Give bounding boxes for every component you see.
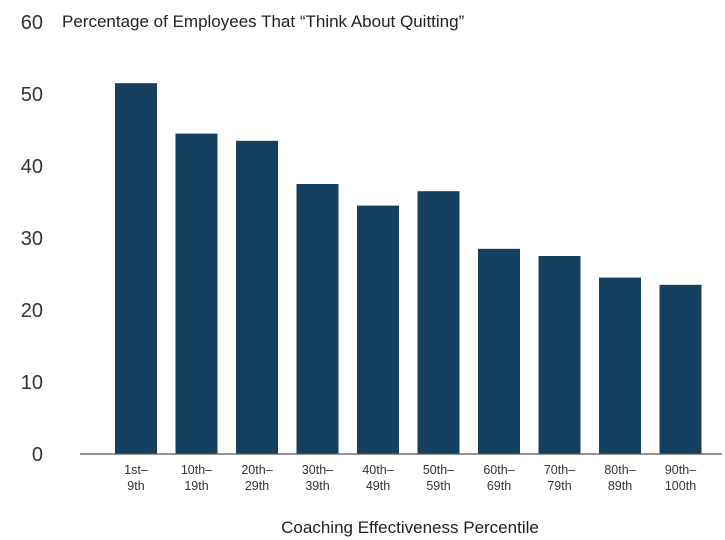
x-axis-label: Coaching Effectiveness Percentile	[281, 518, 539, 537]
x-tick-label: 39th	[305, 479, 329, 493]
bar	[236, 140, 278, 455]
x-tick-label: 60th–	[483, 463, 514, 477]
bar	[296, 184, 339, 454]
x-tick-label: 80th–	[604, 463, 635, 477]
bar	[538, 256, 581, 454]
x-tick-label: 40th–	[362, 463, 393, 477]
x-tick-label: 100th	[665, 479, 696, 493]
y-tick-label: 40	[21, 156, 43, 178]
x-tick-label: 49th	[366, 479, 390, 493]
x-axis-ticks: 1st– 9th 10th– 19th 20th– 29th 30th– 39th 40th– 4…	[124, 463, 696, 493]
y-tick-label: 10	[21, 372, 43, 394]
bars	[115, 83, 702, 455]
bar	[659, 284, 702, 454]
x-tick-label: 29th	[245, 479, 269, 493]
x-tick-label: 69th	[487, 479, 511, 493]
x-tick-label: 90th–	[665, 463, 696, 477]
bar	[417, 191, 460, 454]
x-tick-label: 70th–	[544, 463, 575, 477]
y-tick-label: 0	[32, 444, 43, 466]
x-tick-label: 59th	[426, 479, 450, 493]
bar	[175, 133, 218, 454]
bar	[357, 205, 399, 454]
bar	[115, 83, 157, 454]
y-tick-label: 20	[21, 300, 43, 322]
x-tick-label: 50th–	[423, 463, 454, 477]
y-tick-label: 60	[21, 12, 43, 34]
chart-title: Percentage of Employees That “Think Abou…	[62, 12, 465, 31]
x-tick-label: 19th	[184, 479, 208, 493]
y-tick-label: 30	[21, 228, 43, 250]
bar	[599, 277, 641, 454]
x-tick-label: 79th	[547, 479, 571, 493]
x-tick-label: 89th	[608, 479, 632, 493]
bar	[478, 248, 520, 454]
x-tick-label: 30th–	[302, 463, 333, 477]
y-axis-ticks: 0 10 20 30 40 50 60	[21, 12, 43, 466]
x-tick-label: 10th–	[181, 463, 212, 477]
x-tick-label: 1st–	[124, 463, 148, 477]
x-tick-label: 9th	[127, 479, 144, 493]
y-tick-label: 50	[21, 84, 43, 106]
x-tick-label: 20th–	[241, 463, 272, 477]
